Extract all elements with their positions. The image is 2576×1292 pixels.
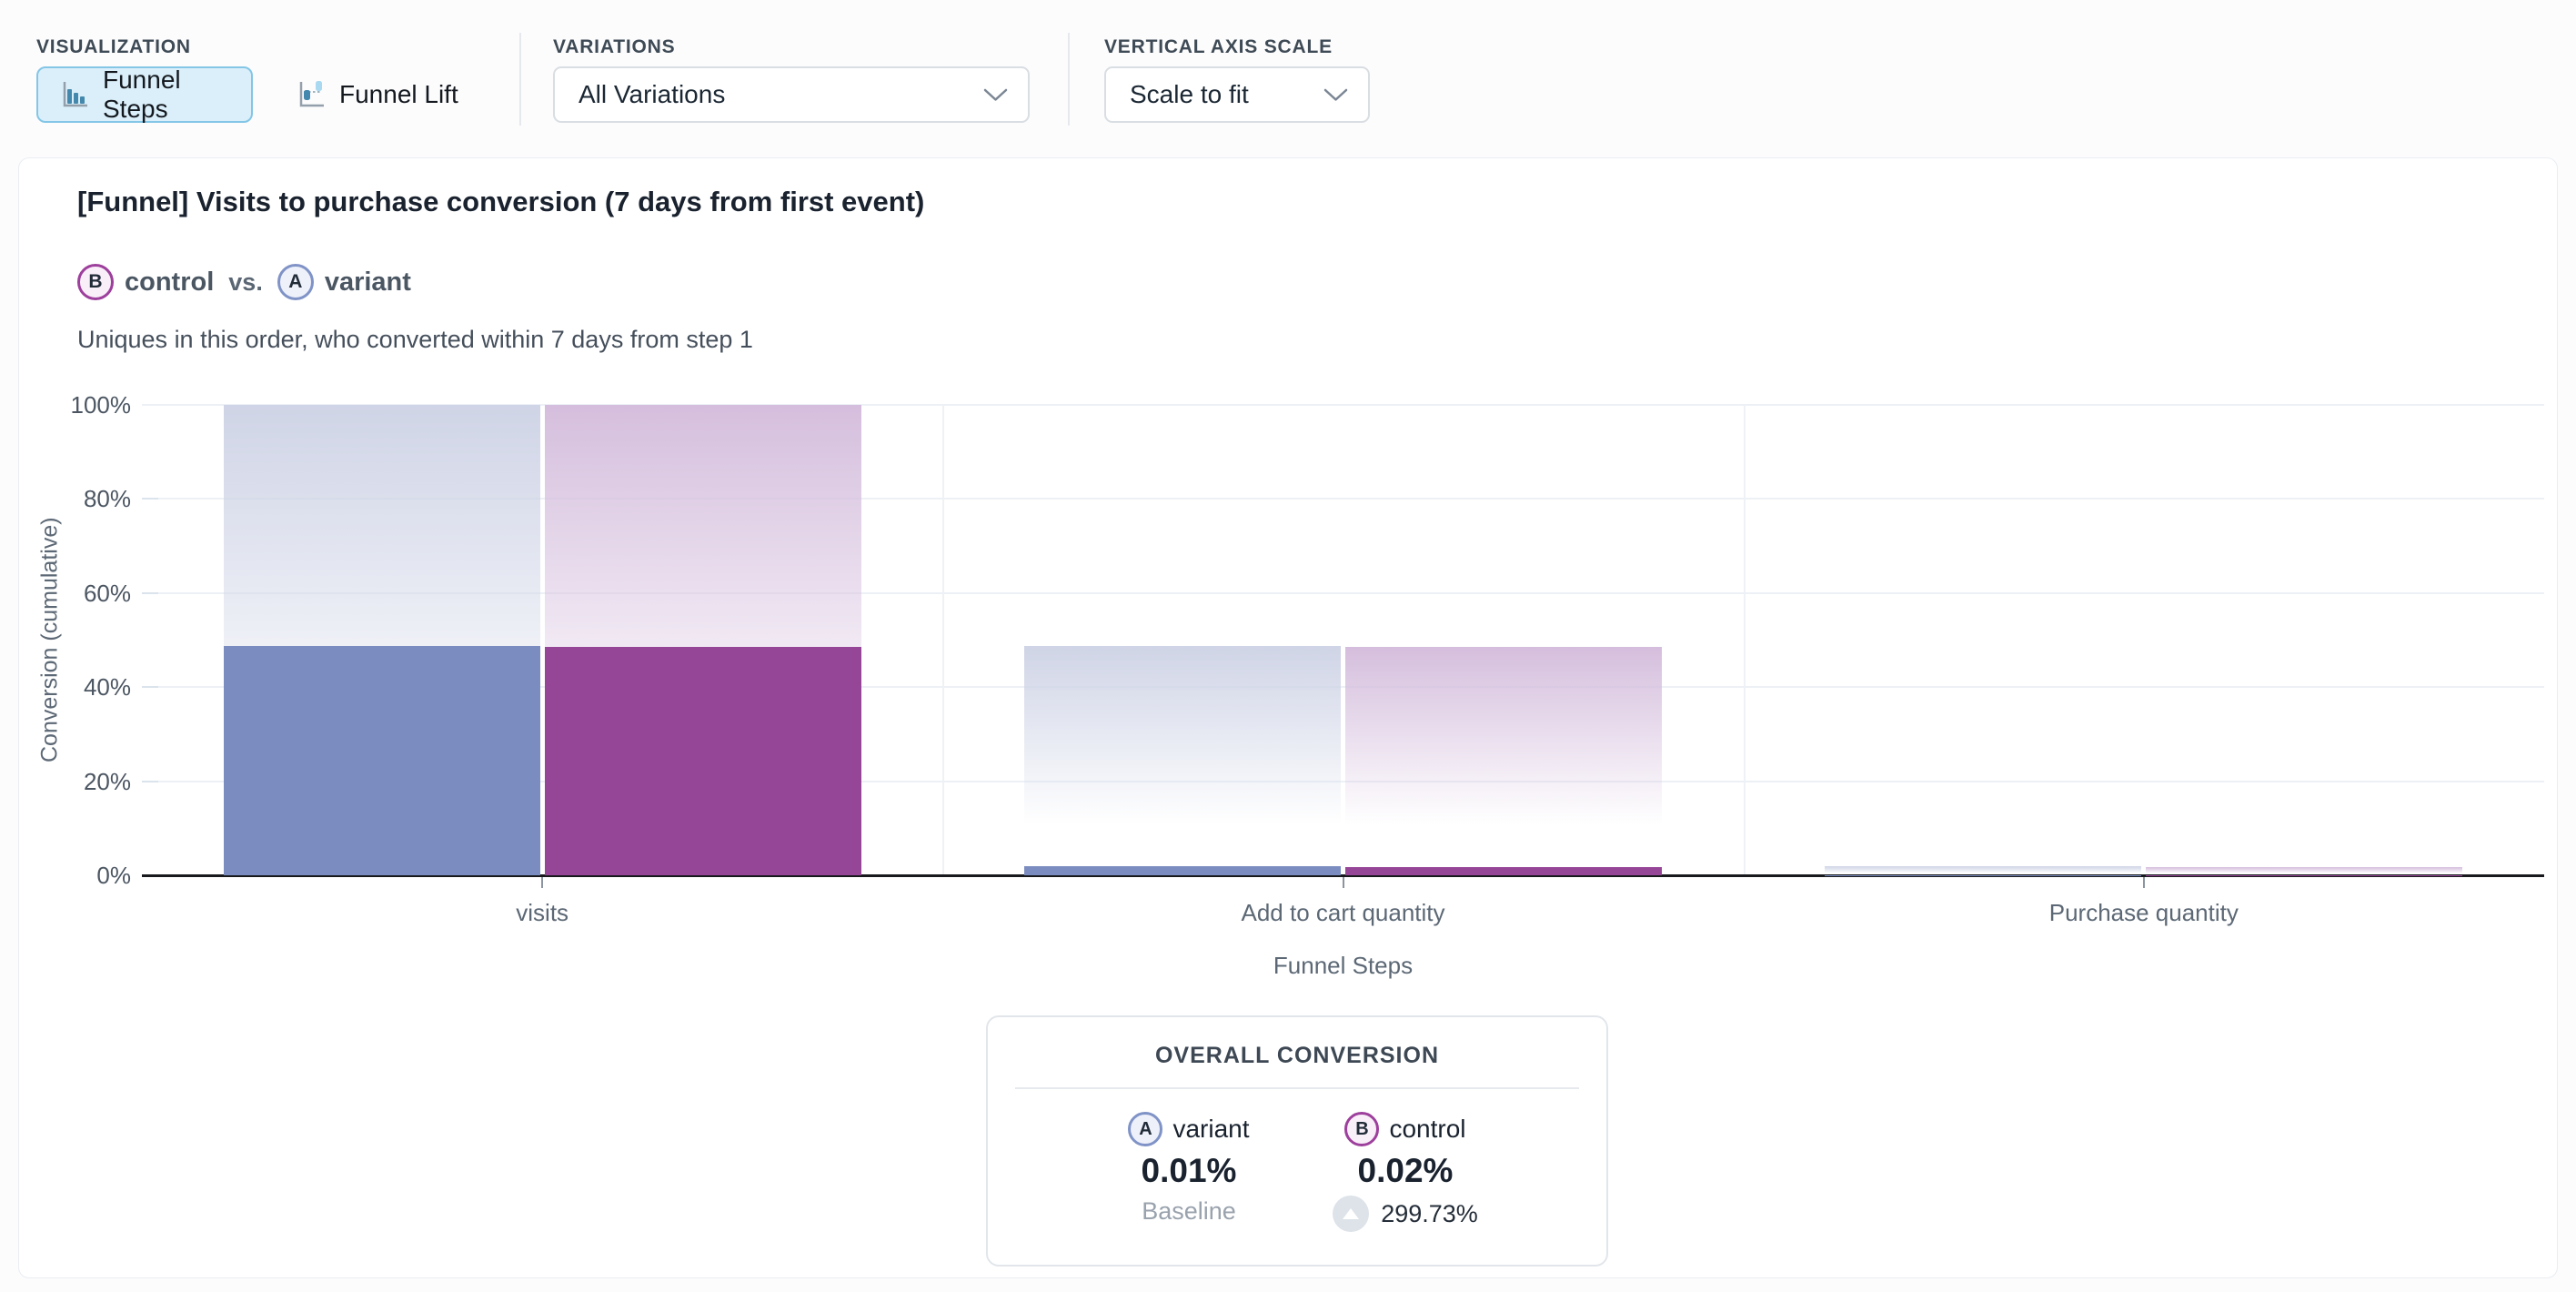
x-axis-line xyxy=(142,874,2544,877)
variant-badge: A xyxy=(277,264,314,300)
conversion-bar-control xyxy=(544,647,861,875)
step-separator xyxy=(1743,405,1746,875)
variations-value: All Variations xyxy=(579,80,726,108)
dropoff-gradient-control xyxy=(2146,867,2463,875)
y-tick-20: 20% xyxy=(83,768,131,795)
funnel-steps-button-label: Funnel Steps xyxy=(103,66,181,123)
funnel-steps-icon xyxy=(58,78,91,111)
chart-subtitle: Uniques in this order, who converted wit… xyxy=(77,326,753,353)
conversion-bar-variant xyxy=(223,645,540,875)
variant-conversion-value: 0.01% xyxy=(1141,1152,1237,1189)
y-tick-40: 40% xyxy=(83,673,131,701)
toolbar-divider xyxy=(1068,33,1070,126)
panel-divider xyxy=(1015,1087,1579,1089)
y-tick-60: 60% xyxy=(83,580,131,607)
funnel-step-group xyxy=(942,405,1743,875)
toolbar-divider xyxy=(519,33,521,126)
variant-name: variant xyxy=(324,267,411,297)
x-axis-title: Funnel Steps xyxy=(1273,952,1414,979)
funnel-bar-control xyxy=(1344,405,1662,875)
funnel-bar-variant xyxy=(1024,405,1341,875)
funnel-step-group xyxy=(1744,405,2544,875)
overall-conversion-title: OVERALL CONVERSION xyxy=(1154,1043,1440,1068)
conversion-bar-variant xyxy=(1024,866,1341,875)
control-name: control xyxy=(125,267,215,297)
variant-summary-name: variant xyxy=(1172,1115,1250,1143)
gridline-60 xyxy=(142,591,2544,594)
funnel-bar-variant xyxy=(1825,405,2142,875)
y-axis-title: Conversion (cumulative) xyxy=(36,517,63,763)
y-tick-mark xyxy=(142,498,158,500)
dropoff-gradient-variant xyxy=(1024,645,1341,875)
control-badge: B xyxy=(1344,1112,1380,1146)
chart-title: [Funnel] Visits to purchase conversion (… xyxy=(77,186,925,217)
y-tick-mark xyxy=(142,686,158,689)
variations-label: VARIATIONS xyxy=(553,36,676,57)
funnel-lift-button[interactable]: Funnel Lift xyxy=(275,66,478,123)
chevron-down-icon xyxy=(983,80,1008,109)
x-category-purchase: Purchase quantity xyxy=(2048,899,2239,926)
step-separator xyxy=(942,405,945,875)
y-tick-mark xyxy=(142,591,158,594)
variant-summary-column: A variant 0.01% Baseline xyxy=(1093,1112,1284,1232)
funnel-bar-control xyxy=(2146,405,2463,875)
plot-area: visits Add to cart quantity Purchase qua… xyxy=(142,404,2544,979)
lift-up-badge xyxy=(1333,1196,1370,1232)
vertical-axis-scale-value: Scale to fit xyxy=(1130,80,1249,108)
visualization-label: VISUALIZATION xyxy=(36,36,191,57)
dropoff-gradient-control xyxy=(1344,647,1662,875)
x-category-add-to-cart: Add to cart quantity xyxy=(1241,899,1445,926)
funnel-step-group xyxy=(142,405,942,875)
funnel-bar-variant xyxy=(223,405,540,875)
vertical-axis-scale-dropdown[interactable]: Scale to fit xyxy=(1104,66,1370,123)
comparison-legend: B control vs. A variant xyxy=(77,264,411,300)
arrow-up-icon xyxy=(1343,1208,1360,1219)
funnel-lift-button-label: Funnel Lift xyxy=(339,80,458,108)
y-tick-80: 80% xyxy=(83,485,131,512)
x-tick-mark xyxy=(541,877,544,888)
x-tick-mark xyxy=(2142,877,2145,888)
chevron-down-icon xyxy=(1323,80,1348,109)
gridline-40 xyxy=(142,686,2544,689)
variant-badge: A xyxy=(1128,1112,1163,1146)
x-category-visits: visits xyxy=(516,899,569,926)
control-conversion-value: 0.02% xyxy=(1357,1152,1454,1189)
funnel-steps-button[interactable]: Funnel Steps xyxy=(36,66,253,123)
gridline-100 xyxy=(142,404,2544,406)
funnel-lift-icon xyxy=(295,78,327,111)
variant-baseline-label: Baseline xyxy=(1142,1197,1236,1225)
conversion-bar-control xyxy=(1344,867,1662,875)
variations-dropdown[interactable]: All Variations xyxy=(553,66,1030,123)
y-tick-mark xyxy=(142,780,158,782)
control-lift-value: 299.73% xyxy=(1381,1199,1478,1227)
y-tick-0: 0% xyxy=(96,862,131,889)
dropoff-gradient-variant xyxy=(1825,866,2142,875)
y-tick-100: 100% xyxy=(70,391,132,419)
gridline-80 xyxy=(142,498,2544,500)
x-tick-mark xyxy=(1342,877,1344,888)
vs-label: vs. xyxy=(228,267,263,296)
gridline-20 xyxy=(142,780,2544,782)
chart-card: [Funnel] Visits to purchase conversion (… xyxy=(18,157,2558,1278)
control-badge: B xyxy=(77,264,114,300)
funnel-bar-control xyxy=(544,405,861,875)
control-summary-name: control xyxy=(1389,1115,1466,1143)
overall-conversion-panel: OVERALL CONVERSION A variant 0.01% Basel… xyxy=(986,1015,1608,1267)
vertical-axis-scale-label: VERTICAL AXIS SCALE xyxy=(1104,36,1333,57)
control-summary-column: B control 0.02% 299.73% xyxy=(1310,1112,1501,1232)
